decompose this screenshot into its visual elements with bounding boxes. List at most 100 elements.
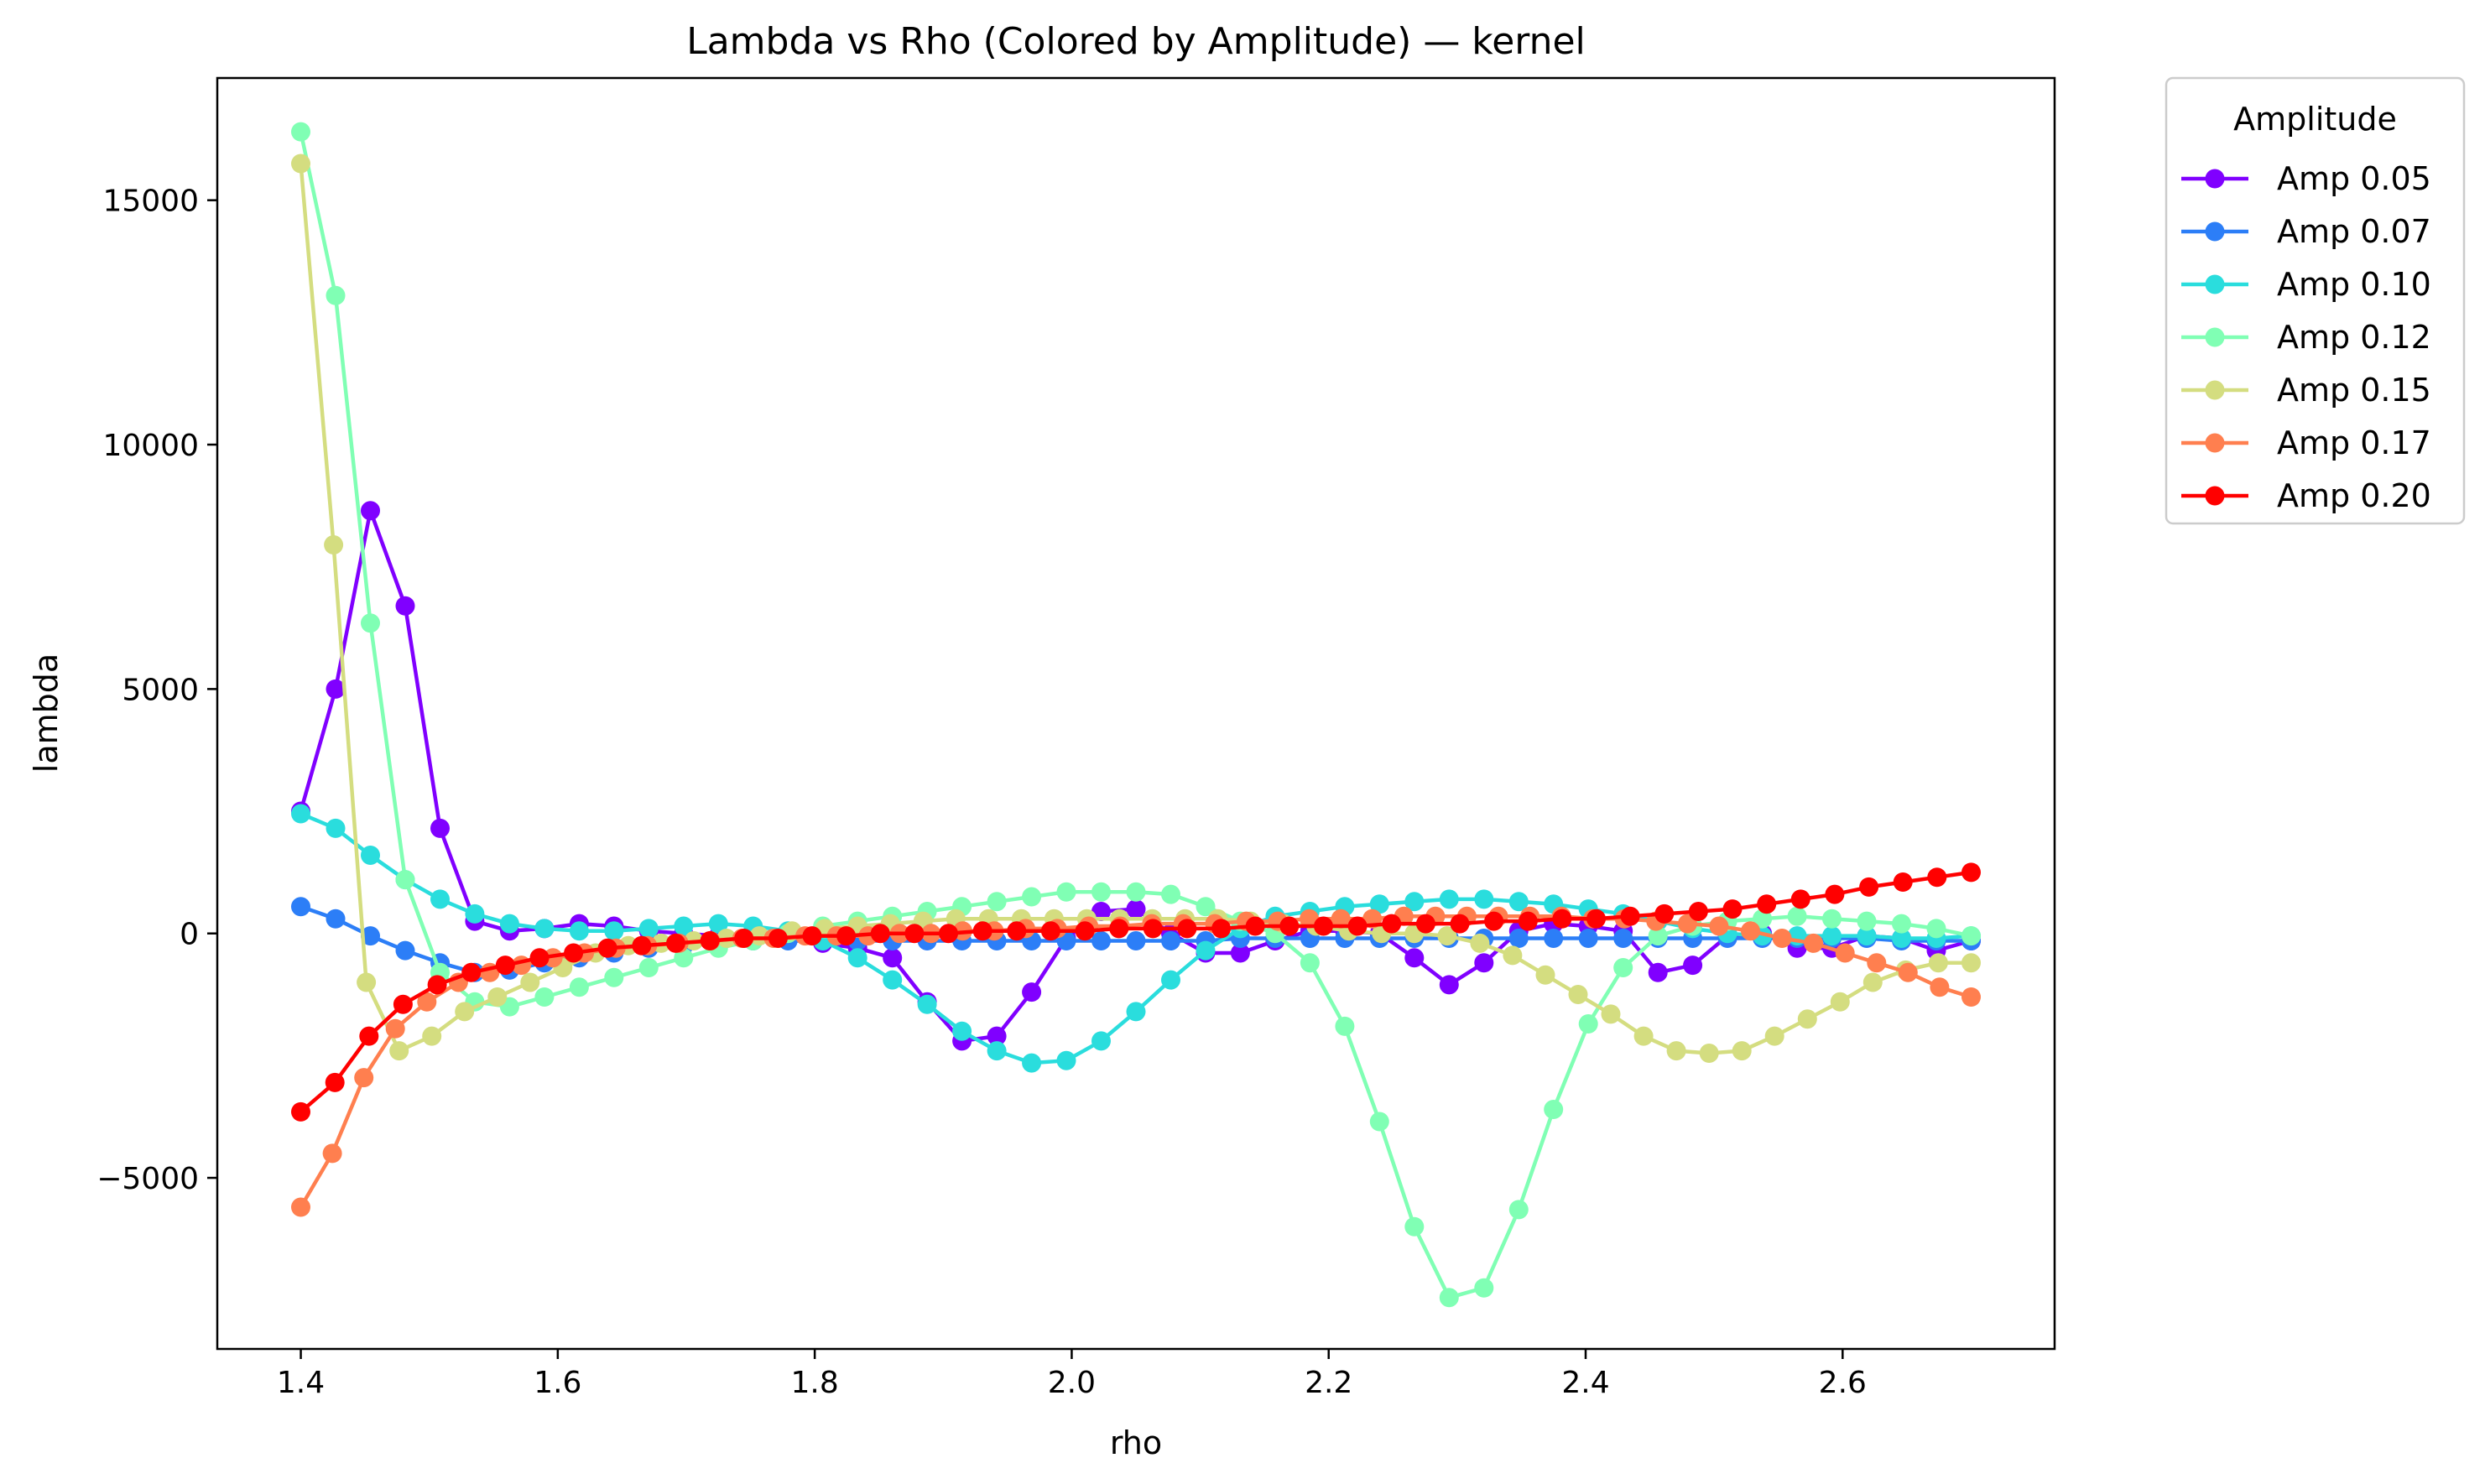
data-point (700, 931, 720, 950)
data-point (361, 926, 380, 946)
legend-item: Amp 0.07 (2181, 213, 2431, 250)
data-point (1230, 943, 1250, 963)
data-point (749, 926, 769, 946)
data-point (1075, 921, 1095, 941)
data-point (395, 940, 415, 961)
y-tick-label: 5000 (122, 673, 199, 707)
data-point (359, 1026, 379, 1046)
data-point (1654, 903, 1675, 924)
data-point (1732, 1041, 1752, 1061)
data-point (427, 975, 447, 995)
data-point (1772, 929, 1792, 948)
chart-title: Lambda vs Rho (Colored by Amplitude) — k… (686, 20, 1586, 63)
data-point (569, 921, 589, 941)
data-point (1404, 892, 1425, 912)
data-point (1544, 929, 1564, 948)
data-point (1961, 926, 1981, 946)
data-point (1764, 1026, 1784, 1046)
data-point (1961, 953, 1981, 973)
data-point (1688, 902, 1708, 921)
data-point (604, 921, 624, 941)
data-point (1091, 1031, 1111, 1051)
data-point (847, 948, 867, 968)
data-point (1683, 955, 1703, 976)
data-point (487, 987, 508, 1007)
data-point (1535, 965, 1555, 985)
data-point (395, 596, 415, 616)
data-point (1862, 972, 1883, 992)
legend-item: Amp 0.10 (2181, 266, 2431, 303)
data-point (389, 1041, 409, 1061)
data-point (734, 929, 754, 948)
data-point (883, 948, 903, 968)
data-point (520, 972, 540, 992)
data-point (1056, 882, 1076, 902)
data-point (1544, 1100, 1564, 1119)
data-point (393, 994, 413, 1014)
data-point (632, 935, 652, 955)
data-point (1804, 933, 1824, 953)
data-point (1568, 985, 1588, 1004)
data-point (361, 501, 380, 521)
data-point (1126, 1002, 1146, 1022)
legend: Amplitude Amp 0.05 Amp 0.07 Amp 0.10 Amp 0.1… (2165, 76, 2466, 525)
data-point (638, 919, 659, 939)
data-point (455, 1002, 475, 1022)
data-point (1552, 909, 1572, 929)
y-tick-label: 15000 (102, 185, 199, 219)
legend-swatch-marker (2205, 169, 2225, 189)
data-point (836, 926, 857, 946)
legend-item: Amp 0.20 (2181, 477, 2431, 514)
data-point (534, 987, 555, 1007)
data-point (385, 1018, 405, 1039)
data-point (1484, 911, 1504, 931)
data-point (1898, 962, 1918, 982)
legend-swatch-marker (2205, 380, 2225, 400)
data-point (325, 1072, 345, 1092)
x-tick-label: 2.0 (1048, 1366, 1096, 1400)
x-tick-label: 2.6 (1819, 1366, 1867, 1400)
data-point (987, 1026, 1007, 1046)
data-point (529, 948, 550, 968)
data-point (291, 1197, 310, 1217)
data-point (354, 1068, 374, 1088)
data-point (987, 892, 1007, 912)
data-point (422, 1026, 442, 1046)
data-point (1757, 894, 1777, 914)
data-point (597, 938, 617, 958)
data-point (465, 903, 485, 924)
data-point (768, 929, 788, 948)
x-tick-label: 1.6 (534, 1366, 581, 1400)
data-point (1470, 933, 1490, 953)
data-point (1586, 909, 1606, 929)
data-point (1347, 916, 1368, 936)
data-point (417, 992, 437, 1012)
data-point (1503, 945, 1523, 966)
data-point (1709, 916, 1729, 936)
data-point (638, 958, 659, 977)
data-point (1830, 992, 1850, 1012)
series-6 (291, 862, 1981, 1122)
data-point (322, 1143, 342, 1164)
data-point (1161, 884, 1180, 904)
x-tick-label: 2.2 (1305, 1366, 1352, 1400)
data-point (1300, 909, 1320, 929)
data-point (499, 914, 519, 934)
data-point (1699, 1044, 1719, 1063)
data-point (1578, 1014, 1598, 1034)
data-point (1126, 899, 1146, 919)
legend-item: Amp 0.12 (2181, 319, 2431, 356)
data-point (1382, 914, 1402, 934)
data-point (1404, 948, 1425, 968)
legend-title: Amplitude (2233, 101, 2397, 138)
data-point (917, 994, 937, 1014)
y-tick-label: 0 (180, 918, 199, 952)
legend-swatch-marker (2205, 486, 2225, 506)
data-point (883, 970, 903, 990)
legend-label: Amp 0.15 (2277, 372, 2431, 409)
data-point (1892, 914, 1911, 934)
data-point (1331, 909, 1351, 929)
data-point (1666, 1041, 1686, 1061)
legend-item: Amp 0.05 (2181, 160, 2431, 197)
data-point (1022, 1053, 1042, 1073)
